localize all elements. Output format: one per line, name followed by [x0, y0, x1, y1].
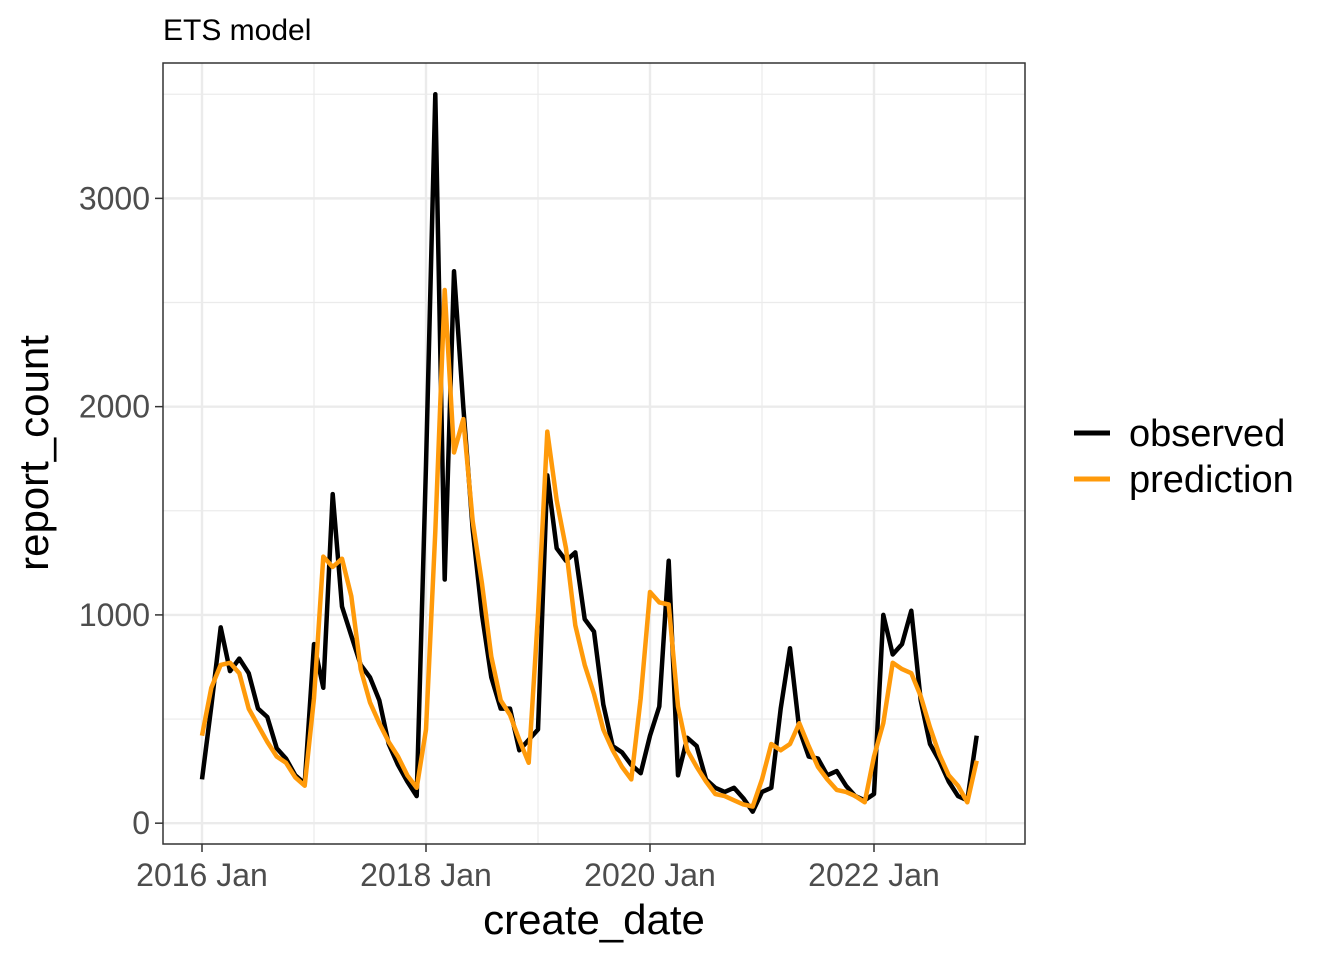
y-axis: 0 1000 2000 3000: [79, 180, 163, 841]
x-axis-title: create_date: [483, 896, 705, 943]
series-lines: [199, 91, 979, 814]
y-tick-label: 2000: [79, 389, 150, 425]
x-tick-label: 2018 Jan: [360, 857, 492, 893]
y-tick-label: 0: [132, 805, 150, 841]
chart-title: ETS model: [163, 14, 311, 47]
plot-background: [163, 63, 1025, 844]
plot-border: [162, 62, 1026, 845]
x-tick-label: 2020 Jan: [584, 857, 716, 893]
series-line-observed: [199, 91, 979, 814]
legend-label-prediction: prediction: [1129, 459, 1294, 501]
plot-panel: [162, 62, 1026, 845]
y-axis-title: report_count: [10, 335, 57, 571]
y-tick-label: 3000: [79, 180, 150, 216]
y-tick-label: 1000: [79, 597, 150, 633]
series-line-prediction: [199, 287, 979, 809]
legend-label-observed: observed: [1129, 413, 1285, 455]
x-tick-label: 2016 Jan: [136, 857, 268, 893]
x-axis: 2016 Jan 2018 Jan 2020 Jan 2022 Jan: [136, 844, 940, 893]
grid-minor: [163, 63, 1025, 844]
x-tick-label: 2022 Jan: [808, 857, 940, 893]
